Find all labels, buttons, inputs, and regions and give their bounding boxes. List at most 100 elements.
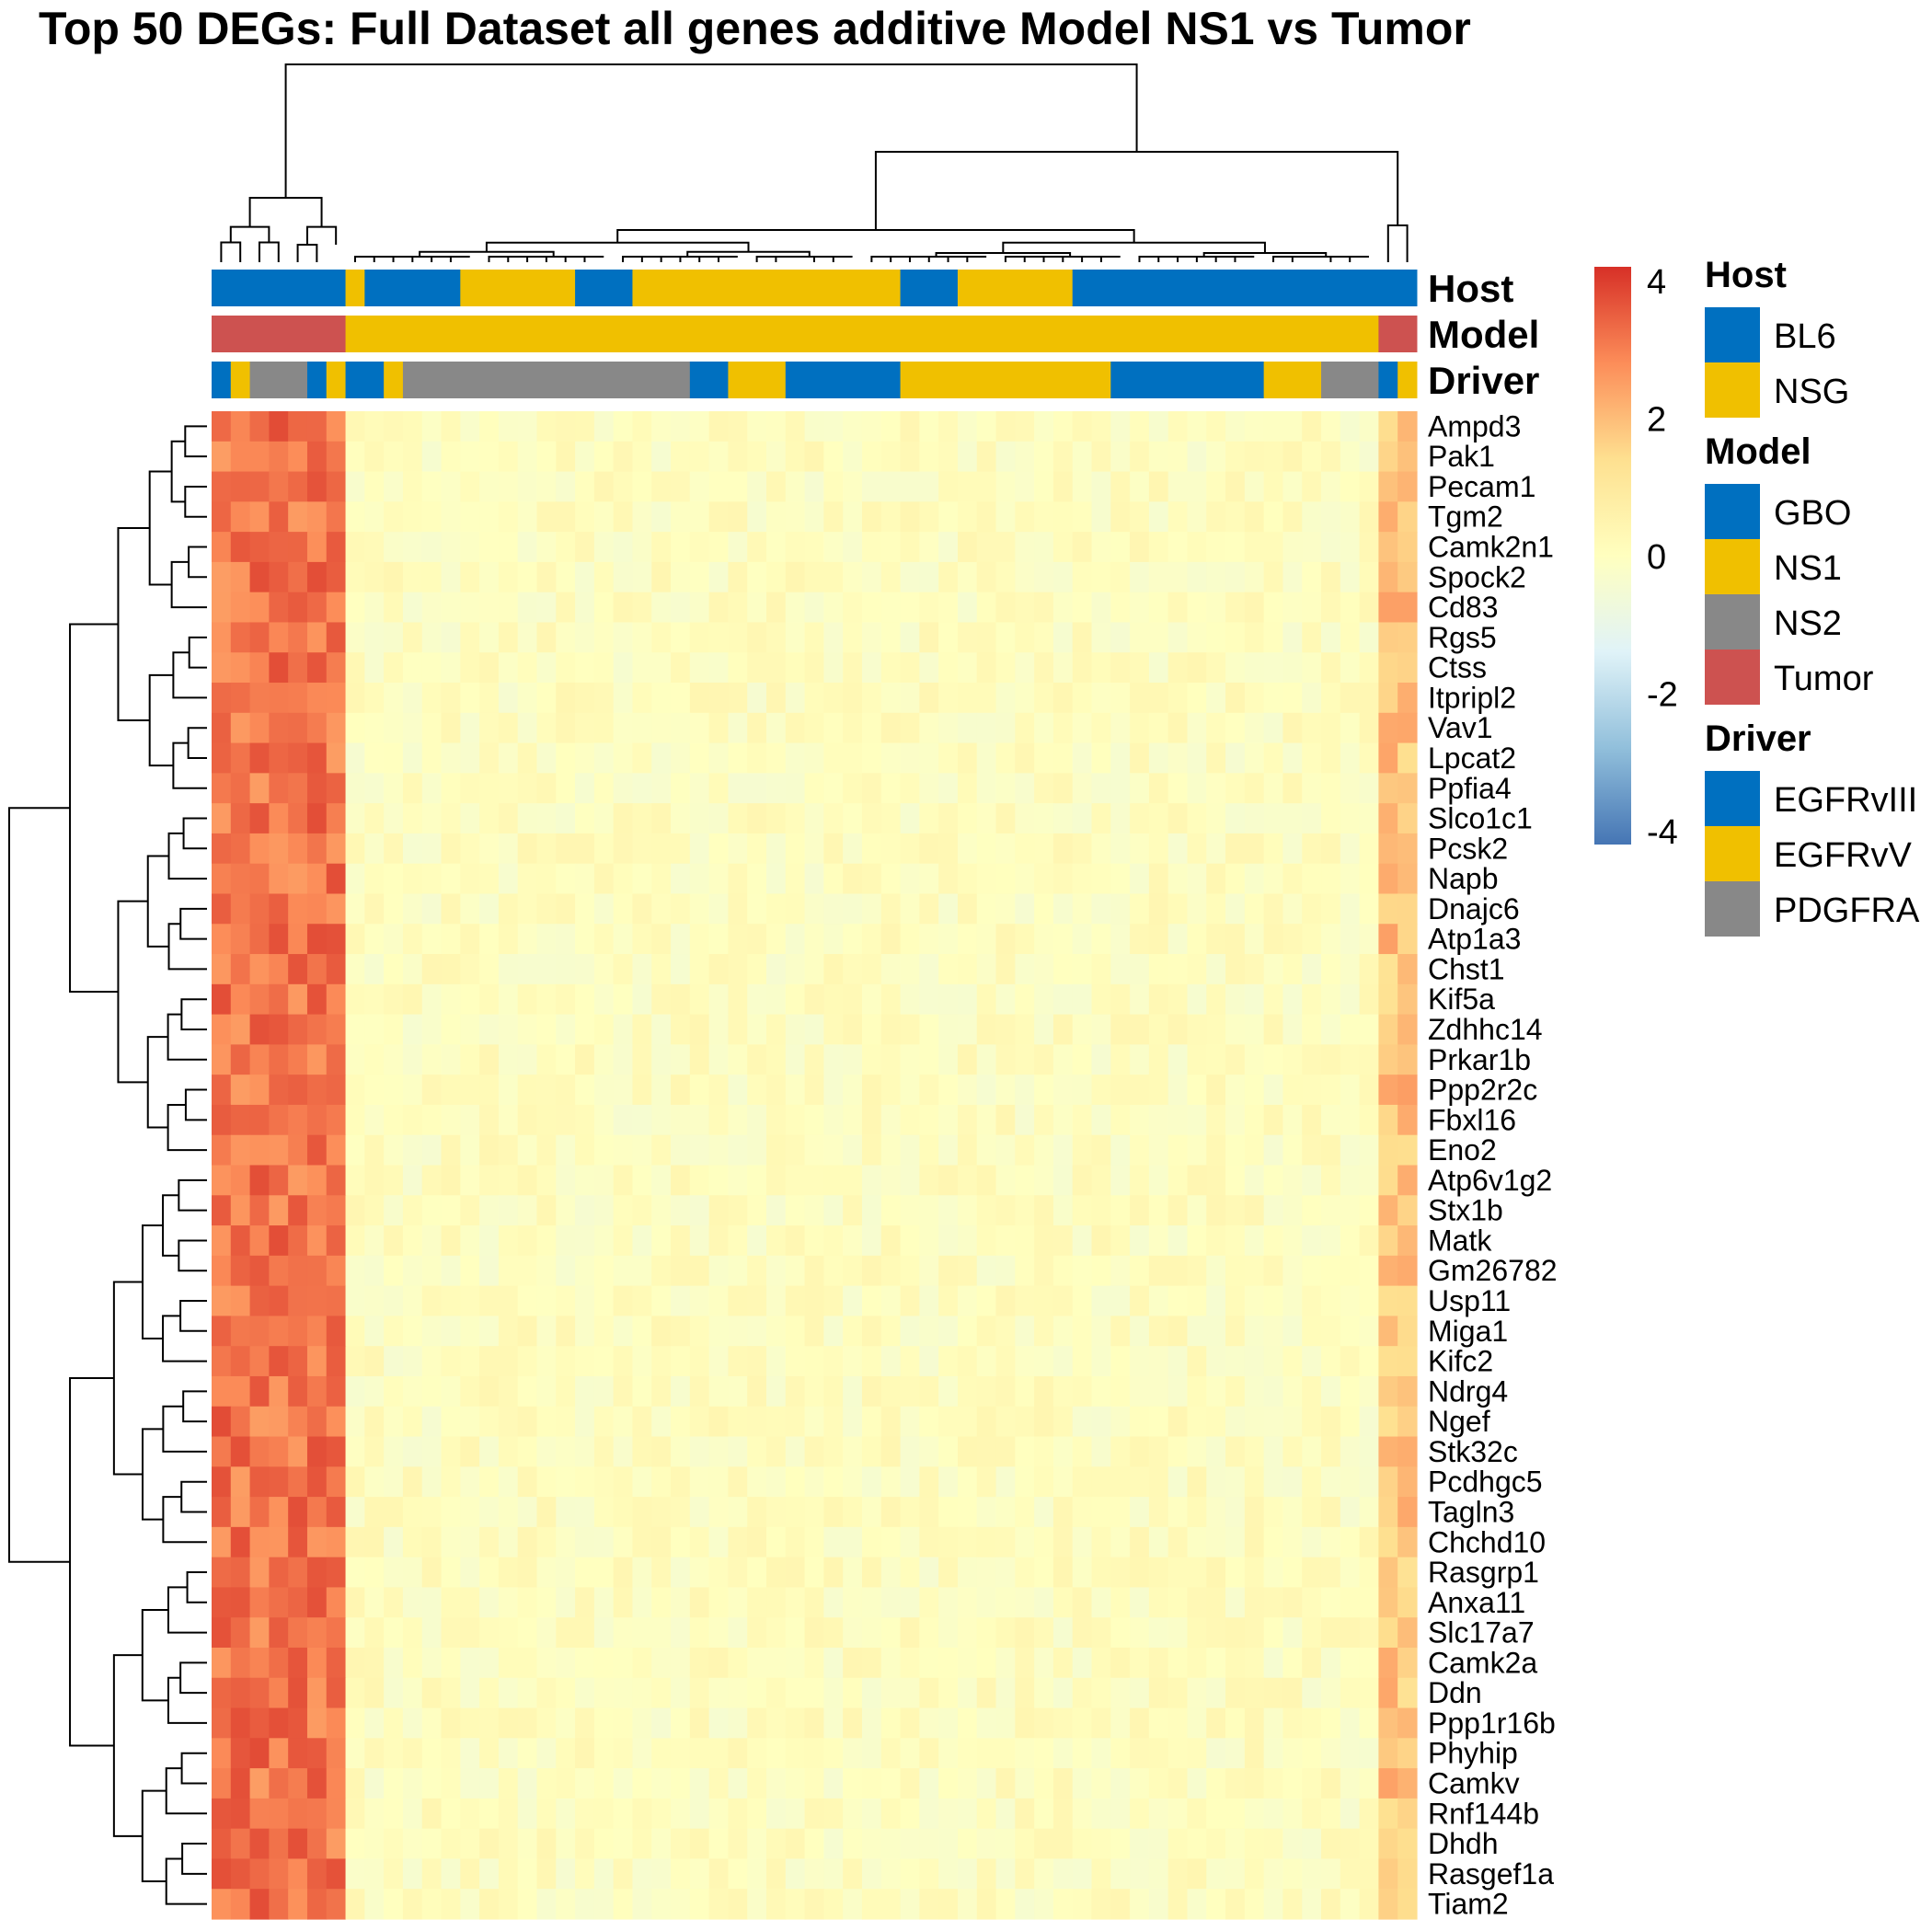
heatmap-cell bbox=[517, 1768, 538, 1799]
heatmap-cell bbox=[1321, 1195, 1341, 1226]
heatmap-cell bbox=[728, 1466, 748, 1498]
heatmap-cell bbox=[651, 1134, 672, 1167]
heatmap-cell bbox=[785, 1828, 806, 1860]
heatmap-cell bbox=[384, 1828, 404, 1860]
heatmap-cell bbox=[288, 1466, 308, 1498]
heatmap-cell bbox=[1167, 561, 1189, 593]
heatmap-cell bbox=[671, 1768, 691, 1799]
annotation-segment bbox=[1378, 362, 1398, 398]
heatmap-cell bbox=[651, 983, 672, 1016]
heatmap-cell bbox=[766, 592, 787, 624]
heatmap-cell bbox=[728, 1526, 748, 1558]
heatmap-cell bbox=[823, 1889, 844, 1920]
heatmap-cell bbox=[1052, 1104, 1074, 1136]
heatmap-cell bbox=[1302, 1104, 1322, 1136]
heatmap-cell bbox=[556, 893, 576, 925]
heatmap-cell bbox=[306, 1195, 328, 1226]
heatmap-cell bbox=[364, 1316, 385, 1347]
heatmap-cell bbox=[843, 532, 863, 563]
heatmap-cell bbox=[345, 773, 365, 804]
heatmap-cell bbox=[1302, 622, 1322, 653]
heatmap-cell bbox=[689, 561, 710, 593]
heatmap-cell bbox=[575, 1768, 595, 1799]
heatmap-cell bbox=[1148, 471, 1169, 502]
heatmap-cell bbox=[900, 1677, 920, 1709]
heatmap-cell bbox=[1378, 1526, 1398, 1558]
heatmap-cell bbox=[1263, 1497, 1284, 1528]
heatmap-cell bbox=[747, 561, 767, 593]
heatmap-cell bbox=[479, 893, 500, 925]
heatmap-cell bbox=[1130, 1134, 1150, 1167]
heatmap-cell bbox=[593, 411, 615, 443]
heatmap-cell bbox=[1110, 1617, 1131, 1649]
heatmap-cell bbox=[1321, 471, 1341, 502]
heatmap-cell bbox=[1015, 1014, 1035, 1045]
heatmap-cell bbox=[843, 1165, 863, 1196]
heatmap-cell bbox=[613, 773, 634, 804]
heatmap-cell bbox=[536, 1165, 557, 1196]
heatmap-cell bbox=[1397, 652, 1418, 684]
heatmap-cell bbox=[230, 1617, 251, 1649]
heatmap-cell bbox=[823, 1346, 844, 1377]
heatmap-cell bbox=[728, 561, 748, 593]
heatmap-cell bbox=[1359, 411, 1380, 443]
heatmap-cell bbox=[1359, 1738, 1380, 1769]
heatmap-cell bbox=[1052, 532, 1074, 563]
heatmap-cell bbox=[843, 1285, 863, 1316]
heatmap-cell bbox=[1321, 1466, 1341, 1498]
heatmap-cell bbox=[249, 1044, 270, 1075]
heatmap-cell bbox=[976, 1526, 997, 1558]
annotation-segment bbox=[1378, 316, 1418, 352]
heatmap-cell bbox=[1378, 1436, 1398, 1467]
heatmap-cell bbox=[1130, 803, 1150, 834]
heatmap-cell bbox=[345, 1075, 365, 1106]
heatmap-cell bbox=[345, 683, 365, 714]
heatmap-cell bbox=[728, 441, 748, 473]
heatmap-cell bbox=[402, 471, 423, 502]
heatmap-cell bbox=[900, 1134, 920, 1167]
heatmap-cell bbox=[632, 622, 652, 653]
heatmap-cell bbox=[938, 592, 959, 624]
heatmap-cell bbox=[306, 1617, 328, 1649]
heatmap-cell bbox=[460, 1617, 480, 1649]
heatmap-cell bbox=[269, 561, 289, 593]
heatmap-cell bbox=[995, 1858, 1016, 1890]
heatmap-cell bbox=[1302, 683, 1322, 714]
dendrogram-branch bbox=[186, 1571, 207, 1603]
heatmap-cell bbox=[479, 803, 500, 834]
heatmap-cell bbox=[1378, 1134, 1398, 1167]
heatmap-cell bbox=[1034, 712, 1054, 744]
heatmap-cell bbox=[1015, 1134, 1035, 1167]
heatmap-cell bbox=[441, 1497, 461, 1528]
heatmap-cell bbox=[517, 983, 538, 1016]
heatmap-cell bbox=[651, 1889, 672, 1920]
heatmap-cell bbox=[326, 803, 347, 834]
heatmap-cell bbox=[536, 1075, 557, 1106]
heatmap-cell bbox=[1225, 1828, 1246, 1860]
heatmap-cell bbox=[919, 1436, 939, 1467]
heatmap-cell bbox=[536, 1497, 557, 1528]
heatmap-cell bbox=[306, 1165, 328, 1196]
heatmap-cell bbox=[421, 1587, 443, 1618]
heatmap-cell bbox=[536, 411, 557, 443]
heatmap-cell bbox=[1225, 1406, 1246, 1438]
heatmap-cell bbox=[1263, 1768, 1284, 1799]
heatmap-cell bbox=[1206, 1858, 1226, 1890]
heatmap-cell bbox=[1397, 1346, 1418, 1377]
heatmap-cell bbox=[575, 803, 595, 834]
heatmap-cell bbox=[613, 1346, 634, 1377]
heatmap-cell bbox=[536, 954, 557, 985]
heatmap-cell bbox=[900, 561, 920, 593]
heatmap-cell bbox=[326, 1889, 347, 1920]
heatmap-cell bbox=[269, 501, 289, 533]
legend-label: NS2 bbox=[1774, 604, 1842, 643]
heatmap-cell bbox=[421, 1075, 443, 1106]
heatmap-cell bbox=[441, 983, 461, 1016]
heatmap-cell bbox=[479, 773, 500, 804]
heatmap-cell bbox=[1167, 1195, 1189, 1226]
heatmap-cell bbox=[421, 622, 443, 653]
heatmap-cell bbox=[1130, 1677, 1150, 1709]
heatmap-cell bbox=[1340, 1014, 1361, 1045]
heatmap-cell bbox=[1167, 592, 1189, 624]
heatmap-cell bbox=[1244, 1707, 1265, 1739]
